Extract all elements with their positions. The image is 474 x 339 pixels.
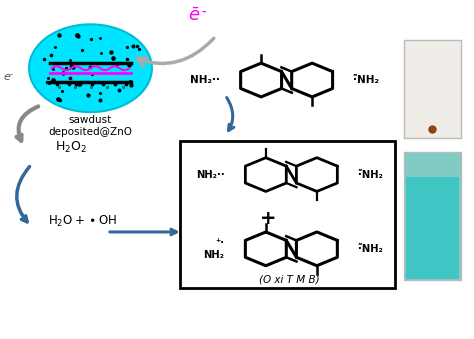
FancyArrowPatch shape — [137, 38, 214, 66]
Text: e: e — [90, 85, 93, 90]
FancyBboxPatch shape — [404, 40, 461, 138]
Text: ·̃NH₂: ·̃NH₂ — [358, 244, 383, 254]
Text: ⁺·
NH₂: ⁺· NH₂ — [203, 238, 225, 260]
FancyBboxPatch shape — [406, 177, 459, 279]
FancyBboxPatch shape — [404, 152, 461, 280]
Text: NH₂··: NH₂·· — [196, 170, 225, 180]
Text: e: e — [58, 85, 62, 90]
Text: (O xi T M B): (O xi T M B) — [259, 274, 319, 284]
Text: sawdust
deposited@ZnO: sawdust deposited@ZnO — [48, 115, 133, 137]
Text: NH₂··: NH₂·· — [190, 75, 220, 85]
Text: e: e — [106, 85, 109, 90]
Text: -: - — [201, 6, 206, 17]
Text: $\mathsf{H_2O + \bullet OH}$: $\mathsf{H_2O + \bullet OH}$ — [48, 214, 117, 230]
Text: -: - — [9, 70, 12, 79]
Text: e: e — [3, 72, 10, 82]
Text: $\mathsf{H_2O_2}$: $\mathsf{H_2O_2}$ — [55, 140, 87, 155]
Text: e: e — [74, 85, 77, 90]
Text: ·̃NH₂: ·̃NH₂ — [358, 170, 383, 180]
Text: e: e — [122, 85, 125, 90]
Text: +: + — [259, 209, 276, 228]
Ellipse shape — [29, 24, 152, 112]
Text: $\bar{e}$: $\bar{e}$ — [188, 7, 201, 25]
Text: ·̃NH₂: ·̃NH₂ — [354, 75, 380, 85]
